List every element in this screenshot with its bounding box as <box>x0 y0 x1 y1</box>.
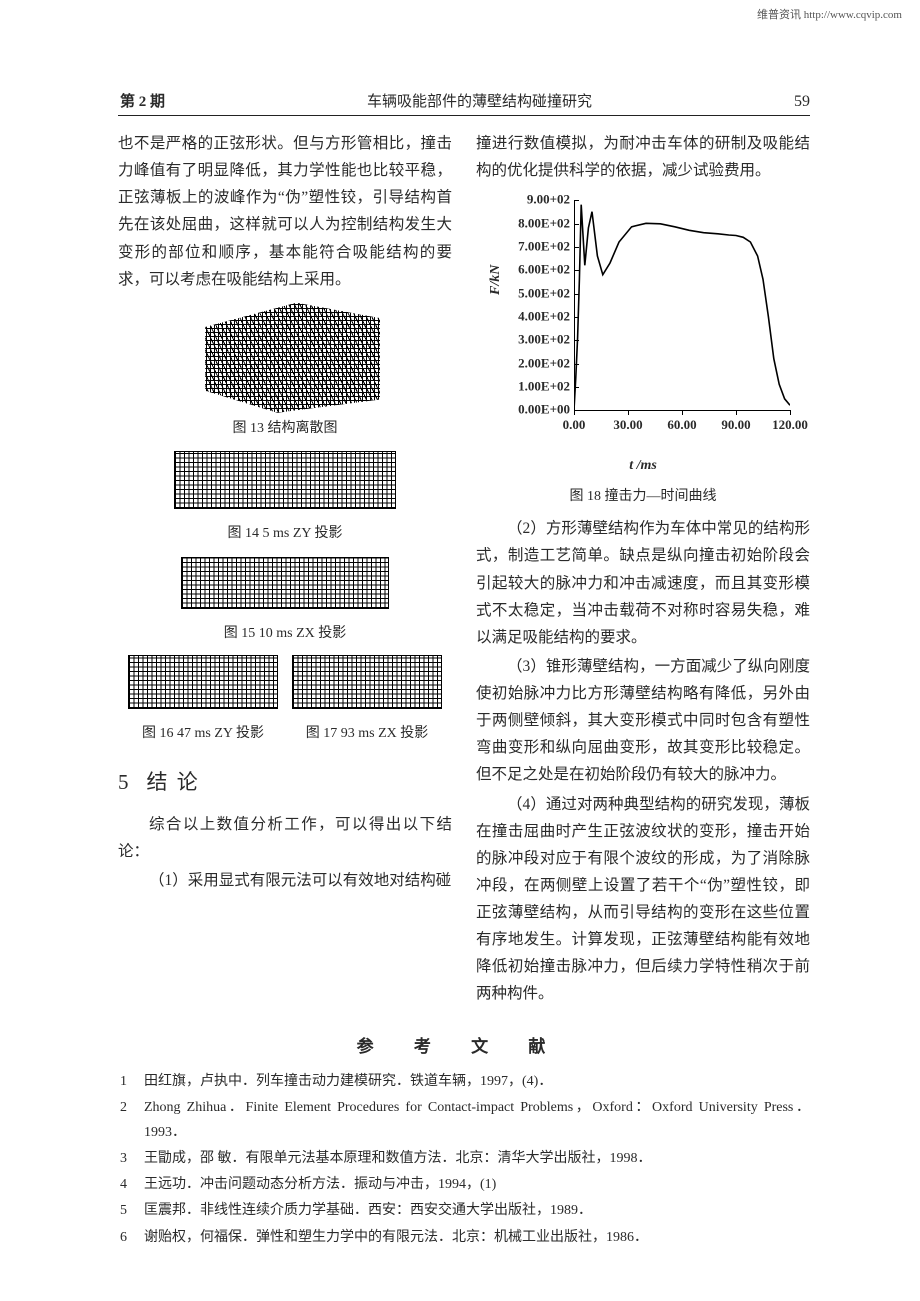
chart-ytick: 4.00E+02 <box>486 306 570 329</box>
mesh-icon <box>128 655 278 709</box>
figure-14: 图 14 5 ms ZY 投影 <box>118 451 452 547</box>
chart-ytick: 6.00E+02 <box>486 259 570 282</box>
reference-text: 谢贻权，何福保．弹性和塑生力学中的有限元法．北京：机械工业出版社，1986． <box>144 1225 810 1250</box>
watermark: 维普资讯 http://www.cqvip.com <box>757 6 902 22</box>
reference-text: 王勖成，邵 敏．有限单元法基本原理和数值方法．北京：清华大学出版社，1998． <box>144 1146 810 1171</box>
chart-xtick: 90.00 <box>721 414 750 437</box>
conclusion-item-1: （1）采用显式有限元法可以有效地对结构碰 <box>118 867 452 894</box>
chart-curve <box>574 200 790 410</box>
chart-ytick: 0.00E+00 <box>486 399 570 422</box>
left-column: 也不是严格的正弦形状。但与方形管相比，撞击力峰值有了明显降低，其力学性能也比较平… <box>118 130 452 1010</box>
chart-xtick: 120.00 <box>772 414 808 437</box>
reference-text: 匡震邦．非线性连续介质力学基础．西安：西安交通大学出版社，1989． <box>144 1198 810 1223</box>
reference-text: Zhong Zhihua．Finite Element Procedures f… <box>144 1095 810 1145</box>
conclusion-item-3: （3）锥形薄壁结构，一方面减少了纵向刚度使初始脉冲力比方形薄壁结构略有降低，另外… <box>476 653 810 789</box>
conclusion-item-4: （4）通过对两种典型结构的研究发现，薄板在撞击屈曲时产生正弦波纹状的变形，撞击开… <box>476 791 810 1008</box>
figure-16: 图 16 47 ms ZY 投影 <box>128 655 278 747</box>
mesh-icon <box>181 557 389 609</box>
mesh-3d-icon <box>190 303 380 413</box>
figure-16-caption: 图 16 47 ms ZY 投影 <box>128 722 278 747</box>
page-number: 59 <box>794 93 810 111</box>
section-5-heading: 5 结 论 <box>118 764 452 801</box>
chart-x-label: t /ms <box>476 454 810 479</box>
figure-14-caption: 图 14 5 ms ZY 投影 <box>118 522 452 547</box>
chart-ytick: 7.00E+02 <box>486 236 570 259</box>
continuation-paragraph: 撞进行数值模拟，为耐冲击车体的研制及吸能结构的优化提供科学的依据，减少试验费用。 <box>476 130 810 184</box>
figure-16-17-row: 图 16 47 ms ZY 投影 图 17 93 ms ZX 投影 <box>118 655 452 747</box>
chart-ytick: 2.00E+02 <box>486 352 570 375</box>
mesh-icon <box>174 451 396 509</box>
chart-ytick: 8.00E+02 <box>486 212 570 235</box>
reference-item: 3王勖成，邵 敏．有限单元法基本原理和数值方法．北京：清华大学出版社，1998． <box>120 1146 810 1171</box>
section-title: 结 论 <box>147 770 200 794</box>
opening-paragraph: 也不是严格的正弦形状。但与方形管相比，撞击力峰值有了明显降低，其力学性能也比较平… <box>118 130 452 293</box>
references-heading: 参 考 文 献 <box>0 1032 920 1057</box>
references-list: 1田红旗，卢执中．列车撞击动力建模研究．铁道车辆，1997，(4)．2Zhong… <box>0 1069 920 1250</box>
chart-xtick: 60.00 <box>667 414 696 437</box>
chart-ytick: 1.00E+02 <box>486 376 570 399</box>
issue-number: 第 2 期 <box>120 90 165 111</box>
right-column: 撞进行数值模拟，为耐冲击车体的研制及吸能结构的优化提供科学的依据，减少试验费用。… <box>476 130 810 1010</box>
paper-running-title: 车辆吸能部件的薄壁结构碰撞研究 <box>165 90 794 111</box>
conclusion-intro: 综合以上数值分析工作，可以得出以下结论： <box>118 811 452 865</box>
reference-number: 6 <box>120 1225 144 1250</box>
page-header: 第 2 期 车辆吸能部件的薄壁结构碰撞研究 59 <box>0 90 920 111</box>
section-number: 5 <box>118 770 131 794</box>
chart-ytick: 9.00+02 <box>486 189 570 212</box>
reference-item: 5匡震邦．非线性连续介质力学基础．西安：西安交通大学出版社，1989． <box>120 1198 810 1223</box>
figure-17: 图 17 93 ms ZX 投影 <box>292 655 442 747</box>
figure-15: 图 15 10 ms ZX 投影 <box>118 557 452 647</box>
body-columns: 也不是严格的正弦形状。但与方形管相比，撞击力峰值有了明显降低，其力学性能也比较平… <box>0 130 920 1010</box>
chart-xtick: 0.00 <box>563 414 586 437</box>
reference-number: 3 <box>120 1146 144 1171</box>
header-rule <box>118 115 810 116</box>
chart-xtick: 30.00 <box>613 414 642 437</box>
conclusion-item-2: （2）方形薄壁结构作为车体中常见的结构形式，制造工艺简单。缺点是纵向撞击初始阶段… <box>476 515 810 651</box>
reference-number: 2 <box>120 1095 144 1145</box>
figure-18-chart: F/kN 0.00E+001.00E+022.00E+023.00E+024.0… <box>486 190 806 450</box>
chart-ytick: 3.00E+02 <box>486 329 570 352</box>
reference-text: 王远功．冲击问题动态分析方法．振动与冲击，1994，(1) <box>144 1172 810 1197</box>
figure-13: 图 13 结构离散图 <box>118 303 452 442</box>
reference-text: 田红旗，卢执中．列车撞击动力建模研究．铁道车辆，1997，(4)． <box>144 1069 810 1094</box>
reference-number: 4 <box>120 1172 144 1197</box>
figure-13-caption: 图 13 结构离散图 <box>118 417 452 442</box>
figure-18: 图 18 撞击力—时间曲线 <box>476 485 810 510</box>
figure-15-caption: 图 15 10 ms ZX 投影 <box>118 622 452 647</box>
figure-17-caption: 图 17 93 ms ZX 投影 <box>292 722 442 747</box>
reference-item: 1田红旗，卢执中．列车撞击动力建模研究．铁道车辆，1997，(4)． <box>120 1069 810 1094</box>
reference-number: 1 <box>120 1069 144 1094</box>
reference-item: 2Zhong Zhihua．Finite Element Procedures … <box>120 1095 810 1145</box>
reference-item: 6谢贻权，何福保．弹性和塑生力学中的有限元法．北京：机械工业出版社，1986． <box>120 1225 810 1250</box>
reference-number: 5 <box>120 1198 144 1223</box>
mesh-icon <box>292 655 442 709</box>
reference-item: 4王远功．冲击问题动态分析方法．振动与冲击，1994，(1) <box>120 1172 810 1197</box>
chart-ytick: 5.00E+02 <box>486 282 570 305</box>
figure-18-caption: 图 18 撞击力—时间曲线 <box>476 485 810 510</box>
